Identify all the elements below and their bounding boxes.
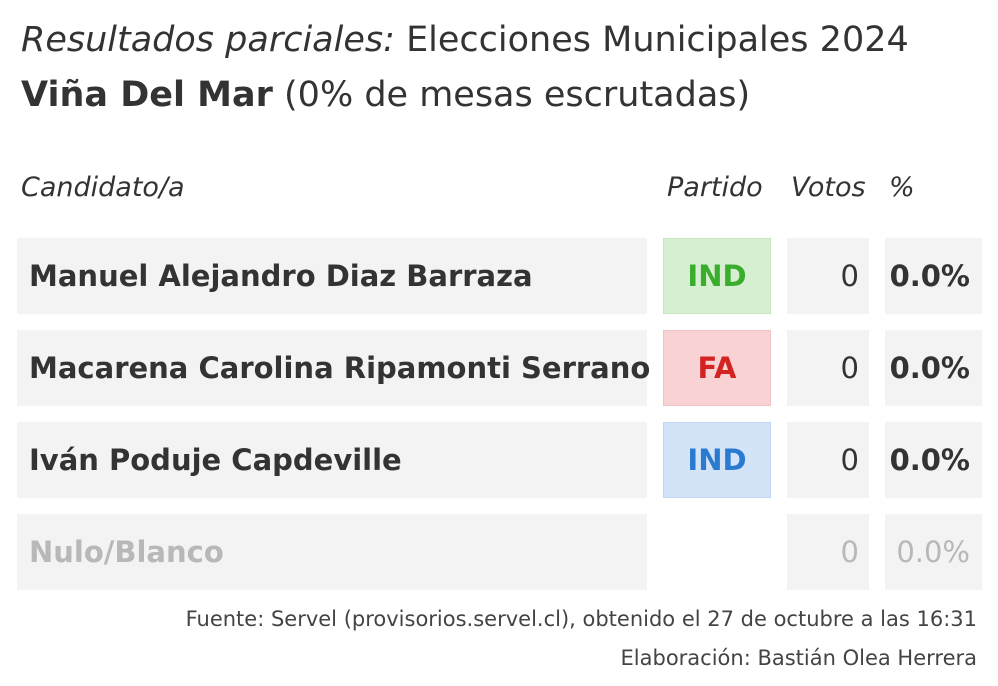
header-candidate: Candidato/a (21, 172, 185, 203)
title-prefix: Resultados parciales: (21, 20, 395, 60)
table-row: Manuel Alejandro Diaz Barraza IND 0 0.0% (17, 238, 982, 314)
chart-subtitle: Viña Del Mar (0% de mesas escrutadas) (21, 75, 750, 115)
party-badge: FA (663, 330, 771, 406)
party-badge: IND (663, 422, 771, 498)
percent-value: 0.0% (885, 422, 982, 498)
percent-value: 0.0% (885, 514, 982, 590)
table-row: Iván Poduje Capdeville IND 0 0.0% (17, 422, 982, 498)
table-row-null-blank: Nulo/Blanco 0 0.0% (17, 514, 982, 590)
votes-value: 0 (787, 330, 869, 406)
title-progress: (0% de mesas escrutadas) (284, 75, 751, 115)
title-commune: Viña Del Mar (21, 75, 273, 115)
votes-value: 0 (787, 514, 869, 590)
percent-value: 0.0% (885, 330, 982, 406)
candidate-name: Nulo/Blanco (17, 514, 647, 590)
candidate-name: Manuel Alejandro Diaz Barraza (17, 238, 647, 314)
candidate-name: Iván Poduje Capdeville (17, 422, 647, 498)
header-votes: Votos (791, 172, 866, 203)
party-badge-empty (663, 514, 771, 590)
header-party: Partido (667, 172, 763, 203)
source-note: Fuente: Servel (provisorios.servel.cl), … (185, 607, 977, 631)
candidate-name: Macarena Carolina Ripamonti Serrano (17, 330, 650, 406)
header-percent: % (889, 172, 915, 203)
title-election: Elecciones Municipales 2024 (406, 20, 909, 60)
party-badge: IND (663, 238, 771, 314)
votes-value: 0 (787, 422, 869, 498)
table-row: Macarena Carolina Ripamonti Serrano FA 0… (17, 330, 982, 406)
credit-note: Elaboración: Bastián Olea Herrera (620, 646, 977, 670)
votes-value: 0 (787, 238, 869, 314)
percent-value: 0.0% (885, 238, 982, 314)
chart-title: Resultados parciales: Elecciones Municip… (21, 20, 909, 60)
